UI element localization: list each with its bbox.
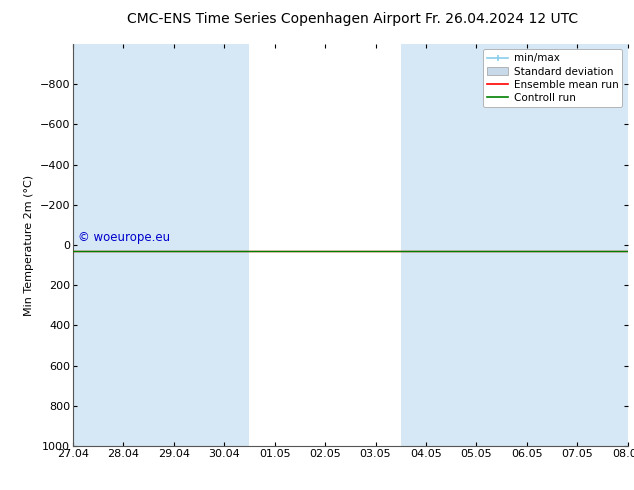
Text: Fr. 26.04.2024 12 UTC: Fr. 26.04.2024 12 UTC bbox=[425, 12, 578, 26]
Text: CMC-ENS Time Series Copenhagen Airport: CMC-ENS Time Series Copenhagen Airport bbox=[127, 12, 421, 26]
Y-axis label: Min Temperature 2m (°C): Min Temperature 2m (°C) bbox=[24, 174, 34, 316]
Legend: min/max, Standard deviation, Ensemble mean run, Controll run: min/max, Standard deviation, Ensemble me… bbox=[483, 49, 623, 107]
Bar bbox=[73, 44, 148, 446]
Bar bbox=[501, 44, 552, 446]
Bar bbox=[401, 44, 501, 446]
Bar bbox=[552, 44, 628, 446]
Bar bbox=[148, 44, 249, 446]
Text: © woeurope.eu: © woeurope.eu bbox=[79, 231, 171, 244]
